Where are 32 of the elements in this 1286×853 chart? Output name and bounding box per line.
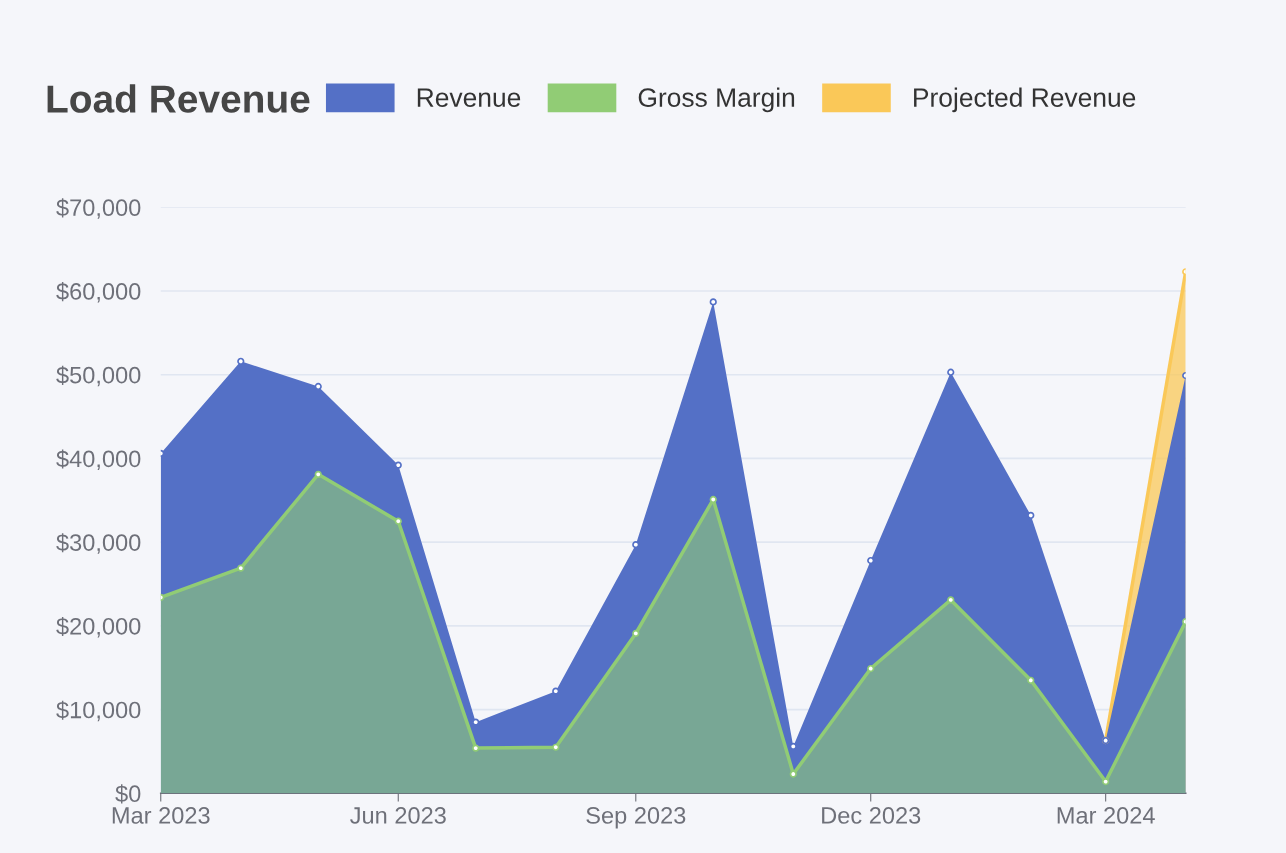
- y-tick-label: $10,000: [56, 700, 141, 722]
- y-tick-label: $70,000: [56, 198, 141, 219]
- point: [947, 596, 955, 604]
- x-tick-label: Mar 2023: [112, 807, 210, 824]
- legend-label: Revenue: [417, 88, 521, 107]
- x-tick-label: Sep 2023: [586, 807, 686, 829]
- y-tick-label: $40,000: [56, 449, 141, 470]
- legend-label: Projected Revenue: [914, 87, 1136, 113]
- point: [947, 368, 955, 376]
- chart-title: Load Revenue: [47, 84, 310, 113]
- point: [237, 357, 245, 365]
- point: [1027, 676, 1035, 684]
- point: [552, 743, 560, 751]
- point: [1027, 511, 1035, 519]
- legend-label: Gross Margin: [638, 87, 795, 113]
- y-tick-label: $30,000: [56, 533, 141, 554]
- x-tick-label: Jun 2023: [350, 807, 446, 824]
- y-tick-label: $50,000: [56, 365, 141, 387]
- point: [237, 564, 245, 572]
- point: [789, 770, 797, 778]
- y-tick-label: $20,000: [56, 616, 141, 638]
- x-tick-label: Dec 2023: [822, 807, 921, 824]
- point: [394, 517, 402, 525]
- point: [632, 629, 640, 638]
- x-tick-label: Mar 2024: [1057, 807, 1155, 824]
- y-tick-label: $60,000: [56, 282, 141, 303]
- point: [709, 298, 717, 306]
- point: [867, 664, 875, 673]
- point: [472, 744, 480, 752]
- point: [394, 461, 402, 469]
- point: [314, 470, 322, 478]
- y-tick-label: $0: [115, 784, 141, 804]
